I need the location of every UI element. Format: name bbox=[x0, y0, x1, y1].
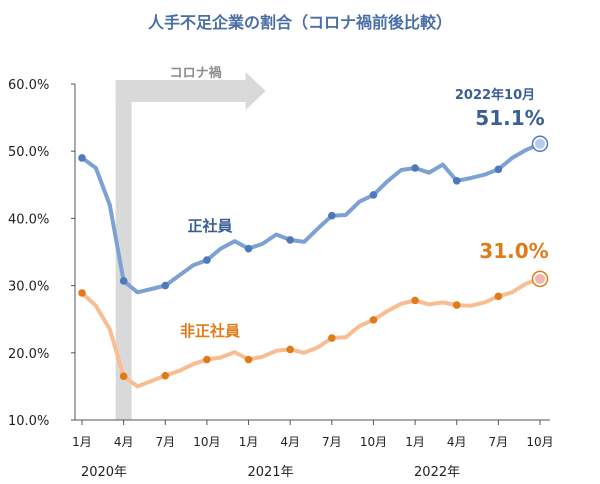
last-point bbox=[535, 273, 545, 284]
data-point bbox=[161, 281, 170, 290]
y-tick-label: 10.0% bbox=[8, 414, 49, 429]
data-point bbox=[203, 256, 211, 264]
data-point bbox=[286, 236, 294, 244]
x-tick-label: 7月 bbox=[155, 435, 175, 449]
data-point bbox=[494, 165, 503, 174]
corona-arrow-shaft bbox=[115, 80, 246, 102]
year-label: 2022年 bbox=[414, 465, 460, 480]
annotation-regular-last: 51.1% bbox=[475, 106, 544, 130]
data-point bbox=[328, 334, 336, 342]
data-point bbox=[244, 355, 253, 364]
data-point bbox=[78, 289, 86, 297]
y-tick-label: 30.0% bbox=[8, 280, 49, 295]
x-tick-label: 7月 bbox=[489, 435, 509, 449]
data-point bbox=[78, 154, 86, 162]
data-point bbox=[452, 301, 461, 309]
data-point bbox=[494, 292, 503, 301]
last-point bbox=[535, 138, 545, 149]
x-tick-label: 4月 bbox=[280, 435, 300, 449]
chart-title: 人手不足企業の割合（コロナ禍前後比較） bbox=[148, 13, 452, 32]
data-point bbox=[119, 372, 128, 381]
series-label-regular: 正社員 bbox=[187, 217, 232, 235]
corona-band bbox=[115, 80, 132, 420]
y-tick-label: 20.0% bbox=[8, 347, 49, 362]
series-label-nonregular: 非正社員 bbox=[180, 322, 240, 340]
series-line bbox=[80, 276, 542, 389]
y-tick-label: 60.0% bbox=[8, 78, 49, 93]
y-tick-label: 40.0% bbox=[8, 212, 49, 227]
annotation-nonregular-last: 31.0% bbox=[479, 239, 548, 263]
data-point bbox=[452, 176, 461, 185]
y-tick-label: 50.0% bbox=[8, 145, 49, 160]
x-tick-label: 10月 bbox=[193, 435, 220, 449]
x-tick-label: 4月 bbox=[447, 435, 467, 449]
data-point bbox=[286, 345, 294, 354]
data-point bbox=[203, 355, 211, 364]
x-tick-label: 1月 bbox=[405, 435, 425, 449]
data-point bbox=[369, 316, 378, 324]
data-point bbox=[161, 371, 170, 380]
series-line bbox=[80, 141, 542, 295]
x-tick-label: 10月 bbox=[526, 435, 553, 449]
x-tick-label: 7月 bbox=[322, 435, 342, 449]
x-tick-label: 1月 bbox=[72, 435, 92, 449]
x-tick-label: 4月 bbox=[114, 435, 134, 449]
x-tick-label: 1月 bbox=[239, 435, 259, 449]
data-point bbox=[411, 296, 419, 305]
data-point bbox=[119, 277, 128, 285]
corona-arrow-head bbox=[245, 72, 266, 110]
data-point bbox=[328, 211, 336, 220]
corona-label: コロナ禍 bbox=[170, 65, 222, 81]
x-tick-label: 10月 bbox=[360, 435, 387, 449]
data-point bbox=[411, 164, 419, 172]
data-point bbox=[369, 191, 378, 199]
data-point bbox=[244, 244, 253, 253]
year-label: 2020年 bbox=[81, 465, 127, 480]
year-label: 2021年 bbox=[247, 465, 293, 480]
annotation-date: 2022年10月 bbox=[455, 87, 535, 103]
